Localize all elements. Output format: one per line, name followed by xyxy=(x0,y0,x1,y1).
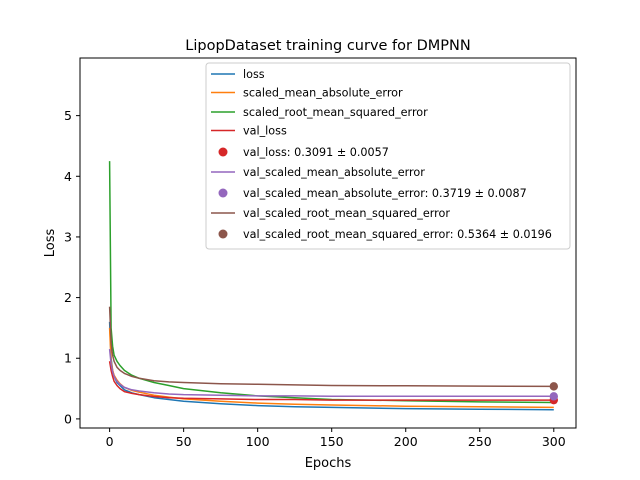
legend-item-val-loss-marker: val_loss: 0.3091 ± 0.0057 xyxy=(218,146,389,159)
y-tick-label: 1 xyxy=(64,351,72,366)
legend-label: loss xyxy=(243,68,265,81)
x-tick-label: 150 xyxy=(320,434,344,449)
series-line-val-loss xyxy=(108,361,554,401)
legend-swatch xyxy=(218,229,228,239)
legend-item-val-loss: val_loss xyxy=(211,125,287,138)
y-axis-label: Loss xyxy=(43,229,58,258)
legend-box xyxy=(205,62,571,250)
legend: loss scaled_mean_absolute_error scaled_roo… xyxy=(205,62,571,250)
chart-title: LipopDataset training curve for DMPNN xyxy=(185,38,470,54)
legend-item-scaled-root-mean-squared-error: scaled_root_mean_squared_error xyxy=(211,106,428,119)
legend-label: val_loss: 0.3091 ± 0.0057 xyxy=(243,146,389,159)
legend-label: val_loss xyxy=(243,125,287,138)
x-tick-label: 300 xyxy=(542,434,566,449)
series-marker-val-scaled-root-mean-squared-error xyxy=(549,382,558,391)
legend-label: val_scaled_mean_absolute_error: 0.3719 ±… xyxy=(243,187,527,200)
series-line-val-scaled-mean-absolute-error xyxy=(108,349,554,398)
plot-lines xyxy=(108,161,554,411)
legend-item-val-scaled-root-mean-squared-error-marker: val_scaled_root_mean_squared_error: 0.53… xyxy=(218,228,552,241)
x-tick-label: 50 xyxy=(176,434,192,449)
legend-item-val-scaled-root-mean-squared-error: val_scaled_root_mean_squared_error xyxy=(211,207,450,220)
y-axis-ticks: 0 1 2 3 4 5 xyxy=(64,108,80,426)
legend-label: val_scaled_root_mean_squared_error xyxy=(243,207,450,220)
y-tick-label: 0 xyxy=(64,411,72,426)
legend-label: scaled_mean_absolute_error xyxy=(243,87,403,100)
x-tick-label: 0 xyxy=(106,434,114,449)
plot-frame xyxy=(79,57,577,429)
legend-item-val-scaled-mean-absolute-error-marker: val_scaled_mean_absolute_error: 0.3719 ±… xyxy=(218,187,527,200)
legend-label: val_scaled_mean_absolute_error xyxy=(243,166,425,179)
legend-item-loss: loss xyxy=(211,68,265,81)
y-tick-label: 4 xyxy=(64,169,72,184)
y-tick-label: 5 xyxy=(64,108,72,123)
x-axis-label: Epochs xyxy=(305,456,352,471)
y-tick-label: 2 xyxy=(64,290,72,305)
series-marker-val-scaled-mean-absolute-error xyxy=(549,392,558,401)
legend-swatch xyxy=(218,188,228,198)
legend-label: scaled_root_mean_squared_error xyxy=(243,106,428,119)
legend-swatch xyxy=(218,147,228,157)
x-tick-label: 100 xyxy=(246,434,270,449)
legend-item-val-scaled-mean-absolute-error: val_scaled_mean_absolute_error xyxy=(211,166,425,179)
plot-points xyxy=(549,382,558,405)
x-tick-label: 250 xyxy=(468,434,492,449)
legend-label: val_scaled_root_mean_squared_error: 0.53… xyxy=(243,228,552,241)
legend-item-scaled-mean-absolute-error: scaled_mean_absolute_error xyxy=(211,87,403,100)
y-tick-label: 3 xyxy=(64,229,72,244)
x-tick-label: 200 xyxy=(394,434,418,449)
series-line-val-scaled-root-mean-squared-error xyxy=(108,306,554,388)
x-axis-ticks: 0 50 100 150 200 250 300 xyxy=(106,428,566,449)
